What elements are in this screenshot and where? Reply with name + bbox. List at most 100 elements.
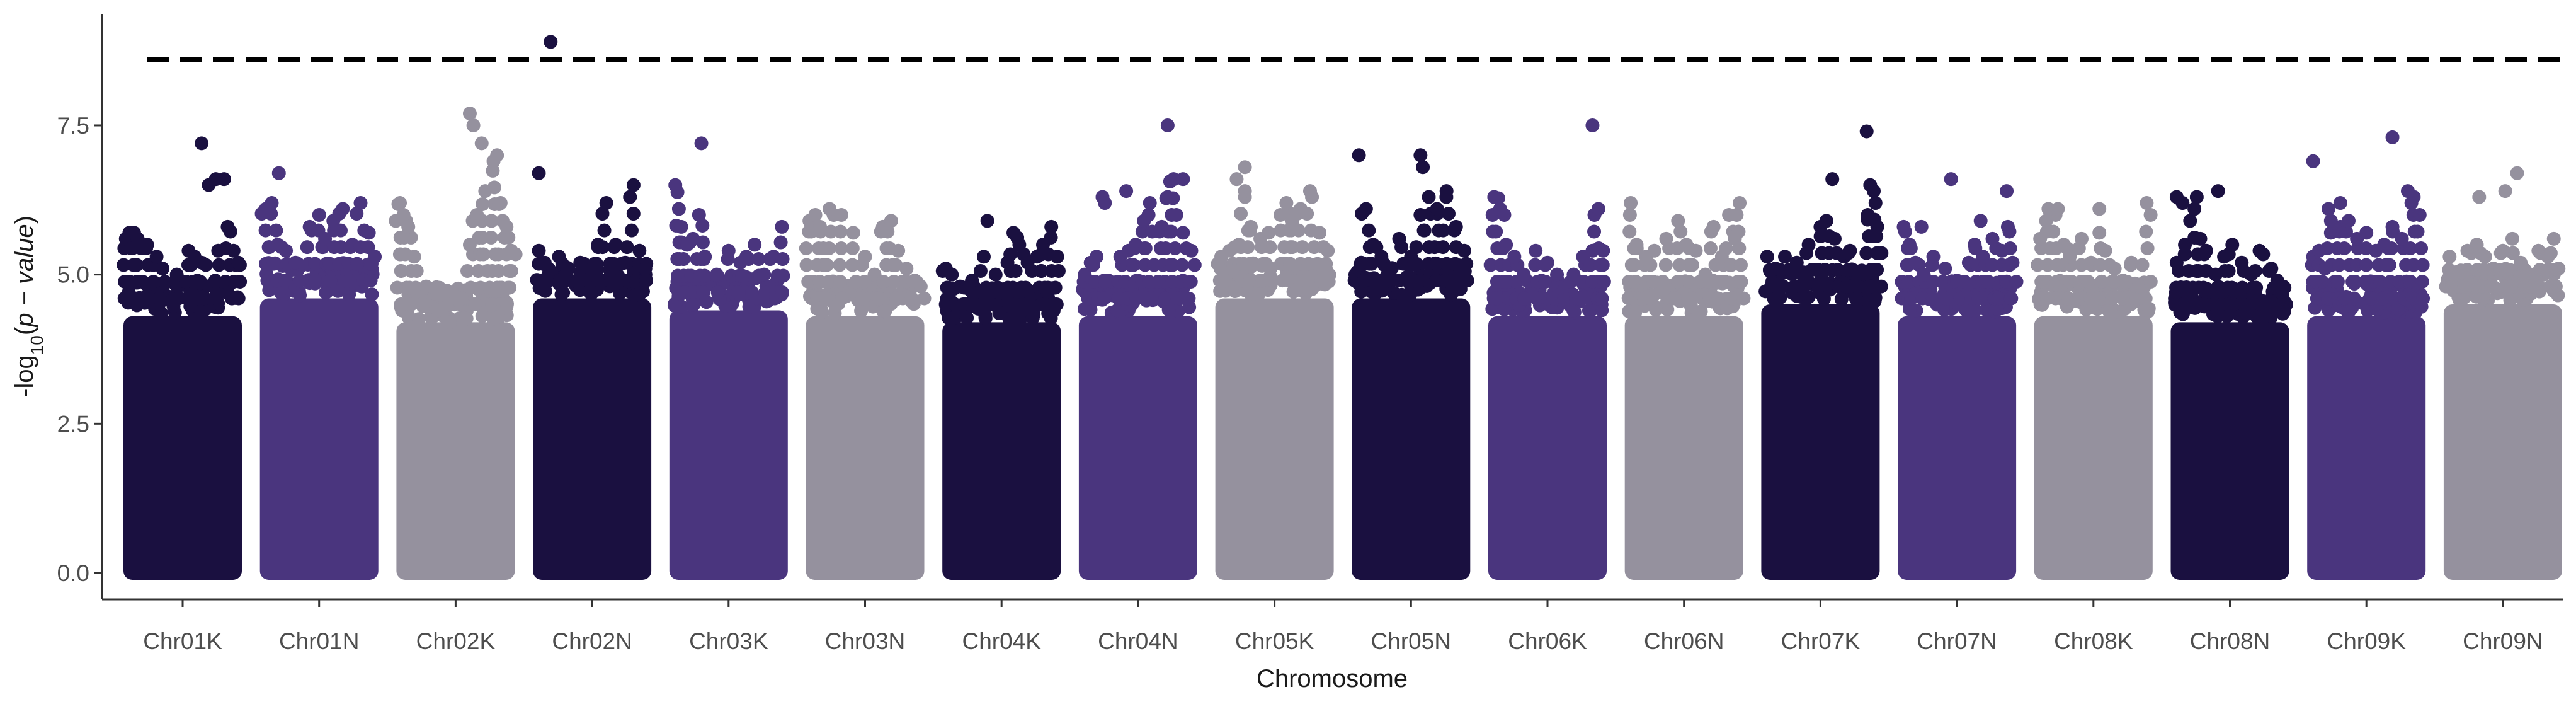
snp-point (401, 219, 416, 234)
x-tick-label: Chr03N (825, 628, 906, 654)
snp-point (2243, 297, 2257, 311)
snp-point (808, 207, 823, 222)
snp-point (2478, 250, 2492, 264)
snp-point (1285, 240, 1299, 255)
snp-point (1449, 274, 1463, 288)
snp-point (1985, 231, 2000, 246)
chromosome-column-Chr01N (259, 298, 379, 580)
snp-point (504, 243, 518, 258)
snp-point (899, 262, 914, 276)
snp-point (1859, 246, 1874, 260)
snp-point (1776, 279, 1791, 294)
snp-point (1291, 223, 1306, 238)
y-axis-title-prefix: -log (11, 355, 38, 397)
snp-point (845, 241, 860, 255)
snp-point-peak (1859, 124, 1874, 139)
snp-point (2225, 238, 2240, 252)
snp-point (799, 258, 814, 272)
snp-point (2079, 303, 2094, 317)
snp-point (258, 223, 273, 238)
snp-point (1643, 291, 1658, 306)
snp-point (620, 240, 634, 255)
snp-point (1706, 219, 1721, 234)
snp-point (632, 243, 647, 258)
snp-point (1044, 230, 1058, 245)
snp-point-peak (1914, 219, 1929, 234)
snp-point (913, 279, 928, 294)
snp-point (1546, 291, 1561, 306)
snp-point (312, 207, 326, 222)
snp-point (710, 267, 724, 282)
snp-point (1018, 280, 1033, 295)
chromosome-column-Chr05N (1352, 298, 1471, 580)
snp-point (813, 219, 828, 234)
snp-point (501, 230, 516, 245)
snp-point (2364, 291, 2379, 306)
snp-point (1051, 263, 1066, 278)
snp-point-peak (1416, 160, 1430, 175)
snp-point (1088, 275, 1102, 289)
snp-point (350, 257, 364, 271)
x-tick-label: Chr05N (1371, 628, 1452, 654)
x-tick-label: Chr08N (2190, 628, 2271, 654)
snp-point (2187, 202, 2202, 216)
snp-point (117, 258, 131, 272)
snp-point (1489, 224, 1503, 239)
snp-point (1647, 243, 1661, 258)
y-tick-label: 7.5 (57, 113, 89, 139)
snp-point (1731, 224, 1746, 239)
snp-point (991, 280, 1005, 295)
snp-point-peak (2472, 190, 2487, 204)
snp-point (953, 279, 967, 294)
snp-point (674, 219, 688, 234)
snp-point (1436, 240, 1450, 255)
snp-point (431, 303, 445, 318)
snp-point (1138, 241, 1153, 255)
chromosome-column-Chr09N (2443, 304, 2562, 580)
snp-point (1003, 247, 1018, 262)
snp-point (146, 275, 161, 289)
snp-point-peak (490, 148, 504, 163)
snp-point (1976, 250, 1990, 264)
snp-point (2176, 297, 2191, 311)
snp-point (1778, 250, 1792, 264)
snp-point (1851, 279, 1866, 294)
snp-point (1517, 291, 1532, 306)
snp-point (1422, 190, 1436, 204)
x-tick-label: Chr06K (1508, 628, 1587, 654)
snp-point (975, 297, 989, 311)
snp-point (561, 262, 576, 276)
snp-point (1366, 238, 1381, 252)
snp-point (819, 258, 834, 272)
x-tick-label: Chr09N (2463, 628, 2543, 654)
snp-point (2332, 258, 2347, 272)
snp-point (208, 291, 223, 306)
snp-point (486, 311, 501, 326)
chromosome-column-Chr02N (533, 298, 652, 580)
snp-point-peak (1229, 172, 1244, 187)
snp-point (198, 291, 212, 306)
snp-point (960, 311, 974, 325)
snp-point (1959, 303, 1973, 317)
snp-point (1448, 257, 1462, 271)
snp-point (2359, 258, 2374, 272)
snp-point (323, 274, 338, 288)
snp-point (180, 291, 195, 306)
snp-point (2120, 275, 2134, 289)
snp-point (695, 235, 710, 250)
snp-point (977, 250, 991, 264)
snp-point-peak (2333, 196, 2347, 210)
snp-point (279, 243, 294, 258)
snp-point-peak (466, 118, 481, 132)
chromosome-column-Chr07K (1761, 304, 1880, 580)
snp-point (1243, 274, 1257, 288)
snp-point (350, 207, 364, 221)
snp-point (2337, 241, 2352, 255)
snp-point (1538, 275, 1553, 289)
snp-point (573, 255, 588, 270)
snp-point (1321, 274, 1335, 288)
snp-point (1457, 243, 1471, 258)
snp-point (411, 312, 426, 326)
snp-point (884, 214, 898, 228)
snp-point (687, 297, 701, 312)
